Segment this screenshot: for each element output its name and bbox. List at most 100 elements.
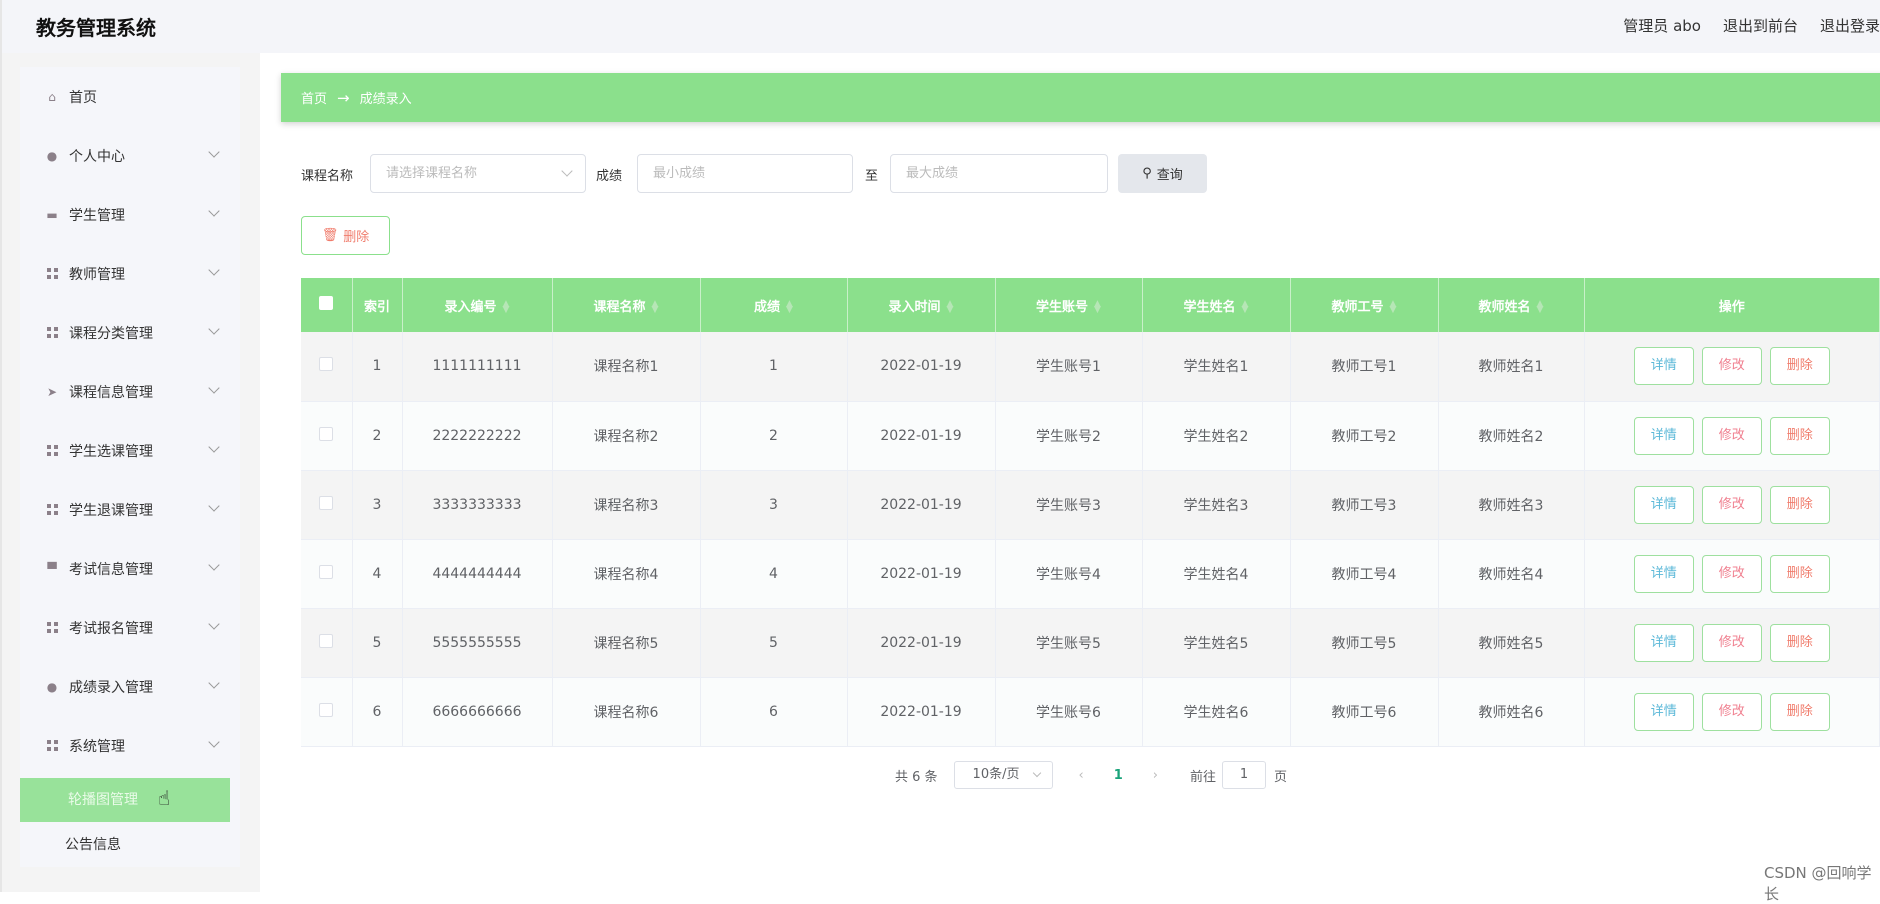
delete-button[interactable]: 删除	[1769, 554, 1830, 593]
row-checkbox[interactable]	[319, 495, 334, 510]
actions-cell: 详情 修改 删除	[1584, 608, 1880, 678]
grid-icon	[45, 326, 59, 340]
edit-button[interactable]: 修改	[1701, 347, 1762, 386]
sidebar-item[interactable]: 系统管理	[20, 716, 240, 775]
sort-icon[interactable]: ▲ ▼	[1389, 299, 1397, 315]
sidebar-subitem-notice[interactable]: 公告信息	[65, 837, 121, 853]
sort-icon[interactable]: ▲ ▼	[946, 299, 954, 315]
row-checkbox[interactable]	[319, 633, 334, 648]
chevron-down-icon	[208, 618, 220, 630]
chevron-down-icon	[208, 500, 220, 512]
breadcrumb-home[interactable]: 首页	[301, 92, 328, 107]
sort-icon[interactable]: ▲ ▼	[1094, 299, 1101, 315]
column-header[interactable]: 录入编号 ▲ ▼	[402, 278, 553, 332]
grid-icon	[45, 739, 59, 753]
page-size-select[interactable]: 10条/页	[953, 761, 1053, 789]
page-number-1[interactable]: 1	[1113, 767, 1123, 783]
sidebar-item-label: 系统管理	[69, 738, 125, 755]
chevron-down-icon	[208, 264, 220, 276]
table-cell: 学生姓名3	[1142, 470, 1291, 540]
sidebar-item-label: 学生退课管理	[69, 502, 153, 519]
sort-icon[interactable]: ▲ ▼	[651, 299, 659, 315]
sidebar-item[interactable]: ▀ 考试信息管理	[20, 539, 240, 598]
briefcase-icon: ▬	[46, 207, 58, 222]
sort-icon[interactable]: ▲ ▼	[1241, 299, 1249, 315]
edit-button[interactable]: 修改	[1701, 485, 1762, 524]
sidebar-item[interactable]: 课程分类管理	[20, 303, 240, 362]
score-label: 成绩	[596, 169, 623, 184]
table-cell: 教师工号5	[1290, 608, 1439, 678]
row-checkbox[interactable]	[319, 426, 334, 441]
row-checkbox[interactable]	[319, 702, 334, 717]
column-header[interactable]: 课程名称 ▲ ▼	[552, 278, 701, 332]
table-cell: 教师姓名1	[1438, 332, 1585, 402]
sidebar-item[interactable]: 考试报名管理	[20, 598, 240, 657]
prev-page-button[interactable]: ‹	[1078, 767, 1084, 783]
sidebar-item[interactable]: ➤ 课程信息管理	[20, 362, 240, 421]
column-header-label: 教师姓名	[1478, 299, 1531, 315]
table-cell: 2022-01-19	[847, 677, 996, 747]
sidebar-item[interactable]: ⌂ 首页	[20, 67, 240, 126]
table-cell: 学生姓名5	[1142, 608, 1291, 678]
column-header-label: 录入时间	[888, 299, 941, 315]
edit-button[interactable]: 修改	[1701, 692, 1762, 731]
delete-button[interactable]: 删除	[1769, 623, 1830, 662]
table-cell: 6	[700, 677, 848, 747]
column-header[interactable]: 学生账号 ▲ ▼	[995, 278, 1143, 332]
logout-link[interactable]: 退出登录	[1819, 17, 1880, 35]
column-header[interactable]: 教师工号 ▲ ▼	[1290, 278, 1439, 332]
min-score-input[interactable]: 最小成绩	[637, 154, 853, 193]
query-label: 查询	[1156, 168, 1183, 183]
table-cell: 6	[352, 677, 403, 747]
sidebar-item[interactable]: 学生选课管理	[20, 421, 240, 480]
sort-icon[interactable]: ▲ ▼	[502, 299, 510, 315]
query-button[interactable]: ⚲ 查询	[1118, 154, 1207, 193]
sidebar-item[interactable]: 教师管理	[20, 244, 240, 303]
delete-button[interactable]: 删除	[1769, 347, 1830, 386]
sidebar-item[interactable]: ▬ 学生管理	[20, 185, 240, 244]
exit-to-frontend-link[interactable]: 退出到前台	[1722, 17, 1798, 35]
delete-button[interactable]: 删除	[1769, 485, 1830, 524]
edit-button[interactable]: 修改	[1701, 554, 1762, 593]
column-header[interactable]: 教师姓名 ▲ ▼	[1438, 278, 1585, 332]
column-header[interactable]: 学生姓名 ▲ ▼	[1142, 278, 1291, 332]
table-cell: 课程名称6	[552, 677, 701, 747]
grid-icon	[45, 621, 59, 635]
detail-button[interactable]: 详情	[1633, 623, 1694, 662]
detail-button[interactable]: 详情	[1633, 485, 1694, 524]
column-header[interactable]: 录入时间 ▲ ▼	[847, 278, 996, 332]
row-checkbox[interactable]	[319, 357, 334, 372]
delete-button[interactable]: 删除	[1769, 692, 1830, 731]
max-score-input[interactable]: 最大成绩	[890, 154, 1108, 193]
sort-icon[interactable]: ▲ ▼	[786, 299, 793, 315]
batch-delete-button[interactable]: 🗑 删除	[301, 216, 390, 255]
select-all-checkbox[interactable]	[301, 278, 353, 332]
sort-icon[interactable]: ▲ ▼	[1536, 299, 1544, 315]
edit-button[interactable]: 修改	[1701, 416, 1762, 455]
arrow-right-icon: →	[337, 88, 350, 107]
next-page-button[interactable]: ›	[1152, 767, 1158, 783]
send-icon: ➤	[46, 384, 58, 399]
delete-button[interactable]: 删除	[1769, 416, 1830, 455]
detail-button[interactable]: 详情	[1633, 347, 1694, 386]
column-header: 索引	[352, 278, 403, 332]
column-header[interactable]: 成绩 ▲ ▼	[700, 278, 848, 332]
sidebar-item[interactable]: ● 成绩录入管理	[20, 657, 240, 716]
sidebar-subitem-carousel[interactable]: 轮播图管理	[20, 778, 230, 822]
table-cell: 5	[352, 608, 403, 678]
table-cell: 教师工号1	[1290, 332, 1439, 402]
edit-button[interactable]: 修改	[1701, 623, 1762, 662]
detail-button[interactable]: 详情	[1633, 554, 1694, 593]
row-checkbox[interactable]	[319, 564, 334, 579]
column-header-label: 学生账号	[1036, 299, 1089, 315]
table-cell: 教师工号4	[1290, 539, 1439, 609]
detail-button[interactable]: 详情	[1633, 416, 1694, 455]
sidebar-item[interactable]: ● 个人中心	[20, 126, 240, 185]
course-name-select[interactable]: 请选择课程名称	[370, 154, 586, 193]
detail-button[interactable]: 详情	[1633, 692, 1694, 731]
sidebar-item[interactable]: 学生退课管理	[20, 480, 240, 539]
table-cell: 3	[352, 470, 403, 540]
goto-page-input[interactable]: 1	[1222, 761, 1267, 789]
table-row: 5 5555555555 课程名称5 5 2022-01-19 学生账号5 学生姓名5 教师工…	[301, 608, 1880, 678]
chevron-down-icon	[1032, 768, 1041, 778]
